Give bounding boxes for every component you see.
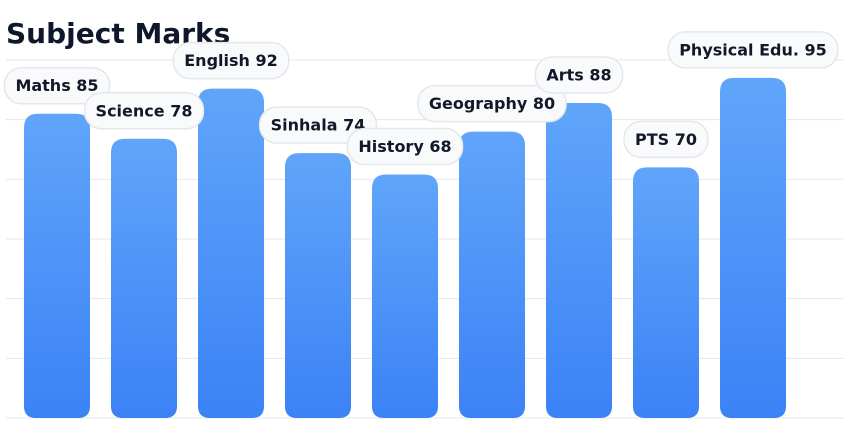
- data-label-science: Science 78: [83, 92, 205, 130]
- data-label-pill: [172, 41, 290, 80]
- data-label-text: Sinhala 74: [271, 116, 366, 135]
- data-label-text: English 92: [184, 51, 278, 70]
- bar-arts[interactable]: [546, 102, 612, 419]
- data-label-english: English 92: [172, 41, 290, 80]
- data-label-pill: [417, 84, 567, 123]
- data-label-pill: [667, 31, 839, 69]
- data-label-pill: [346, 127, 464, 166]
- data-label-text: Physical Edu. 95: [679, 40, 827, 59]
- data-label-geography: Geography 80: [417, 84, 567, 123]
- bar-maths[interactable]: [24, 113, 90, 418]
- data-label-history: History 68: [346, 127, 464, 166]
- bars: [24, 77, 786, 419]
- data-label-text: Geography 80: [429, 94, 555, 113]
- bar-geography[interactable]: [459, 131, 525, 418]
- bar-sinhala[interactable]: [285, 153, 351, 418]
- data-label-pill: [258, 106, 378, 144]
- data-label-text: Science 78: [96, 101, 193, 120]
- bar-physical-edu[interactable]: [720, 77, 786, 419]
- bar-english[interactable]: [198, 88, 264, 418]
- data-label-pill: [623, 120, 709, 159]
- data-label-sinhala: Sinhala 74: [258, 106, 378, 144]
- bar-science[interactable]: [111, 138, 177, 418]
- data-label-text: Maths 85: [15, 76, 98, 95]
- data-label-pill: [3, 66, 111, 105]
- data-label-pill: [83, 92, 205, 130]
- data-labels: Maths 85 Science 78 English 92 Sinhala 74 Hi…: [3, 31, 839, 166]
- bar-pts[interactable]: [633, 167, 699, 418]
- data-label-arts: Arts 88: [534, 56, 624, 94]
- data-label-text: Arts 88: [546, 65, 611, 84]
- bar-history[interactable]: [372, 174, 438, 418]
- data-label-pts: PTS 70: [623, 120, 709, 159]
- data-label-text: PTS 70: [635, 130, 697, 149]
- data-label-pill: [534, 56, 624, 94]
- data-label-physical-edu: Physical Edu. 95: [667, 31, 839, 69]
- data-label-maths: Maths 85: [3, 66, 111, 105]
- data-label-text: History 68: [358, 137, 451, 156]
